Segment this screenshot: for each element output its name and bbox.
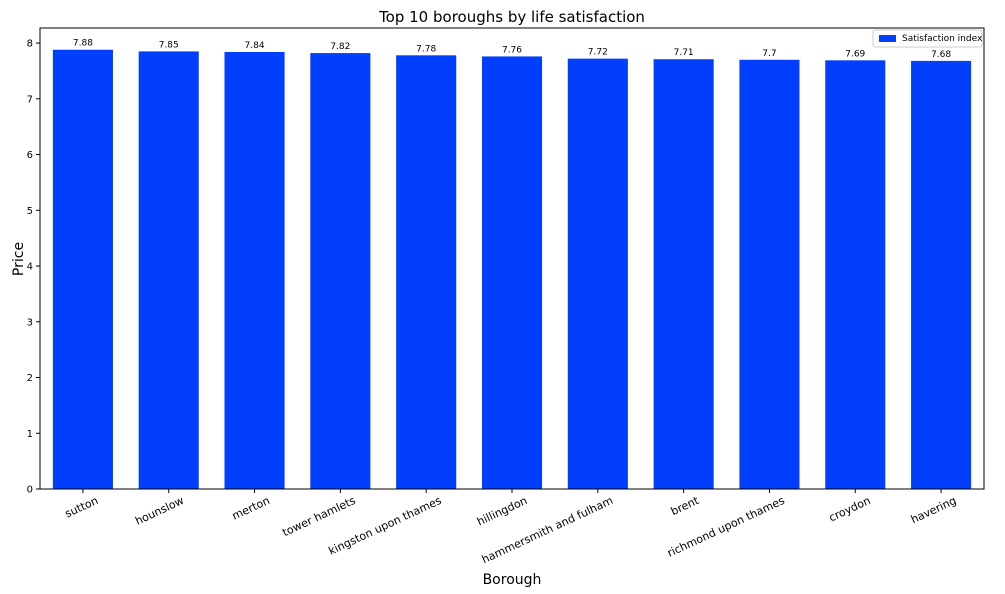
bar-value-label-6: 7.72	[588, 48, 608, 58]
x-tick-label-7: brent	[669, 494, 702, 518]
x-tick-label-0: sutton	[63, 494, 100, 521]
bar-value-label-5: 7.76	[502, 45, 522, 55]
value-labels-group: 7.88 7.85 7.84 7.82 7.78 7.76 7.72 7.71 7.7 7.69 7…	[73, 39, 951, 60]
bar-10	[911, 60, 972, 489]
bars-group	[52, 49, 972, 490]
plot-frame	[39, 27, 985, 490]
bar-value-label-8: 7.7	[762, 49, 776, 59]
bar-8	[739, 59, 800, 490]
bar-value-label-10: 7.68	[931, 50, 951, 60]
bar-0	[52, 49, 113, 490]
y-tick-label-1: 1	[27, 429, 33, 440]
x-axis: sutton hounslow merton tower hamletskingsto…	[63, 489, 958, 566]
y-tick-label-2: 2	[27, 373, 33, 384]
bar-7	[653, 59, 714, 490]
bar-5	[481, 56, 543, 490]
chart-title: Top 10 boroughs by life satisfaction	[378, 8, 645, 26]
bar-value-label-9: 7.69	[845, 49, 865, 59]
x-tick-label-9: croydon	[827, 494, 873, 524]
bar-value-label-1: 7.85	[159, 40, 179, 50]
y-axis: 0 1 2 3 4 5 6 7 8	[27, 39, 40, 496]
y-tick-label-0: 0	[27, 485, 33, 496]
x-tick-label-10: havering	[909, 494, 958, 526]
bar-4	[396, 55, 457, 489]
x-tick-label-5: hillingdon	[475, 494, 529, 529]
legend-box	[872, 29, 983, 48]
x-axis-label: Borough	[483, 572, 542, 588]
bar-value-label-4: 7.78	[416, 44, 436, 54]
legend-label: Satisfaction index	[902, 34, 983, 44]
y-tick-label-6: 6	[27, 150, 33, 161]
bar-value-label-0: 7.88	[73, 39, 93, 49]
legend: Satisfaction index	[872, 29, 983, 48]
y-axis-label: Price	[11, 242, 27, 276]
bar-value-label-7: 7.71	[674, 48, 694, 58]
bar-2	[224, 51, 285, 490]
x-tick-label-2: merton	[230, 494, 272, 523]
x-tick-label-3: tower hamlets	[280, 494, 357, 539]
bar-value-label-2: 7.84	[245, 41, 265, 51]
bar-9	[825, 60, 886, 489]
bar-3	[310, 53, 371, 489]
legend-swatch	[879, 35, 896, 42]
bar-6	[567, 58, 628, 490]
bar-value-label-3: 7.82	[330, 42, 350, 52]
y-tick-label-8: 8	[27, 39, 33, 50]
y-tick-label-5: 5	[27, 206, 33, 217]
x-tick-label-1: hounslow	[133, 494, 186, 528]
y-tick-label-4: 4	[27, 262, 33, 273]
y-tick-label-7: 7	[27, 94, 33, 105]
bar-1	[138, 51, 199, 490]
y-tick-label-3: 3	[27, 317, 33, 328]
